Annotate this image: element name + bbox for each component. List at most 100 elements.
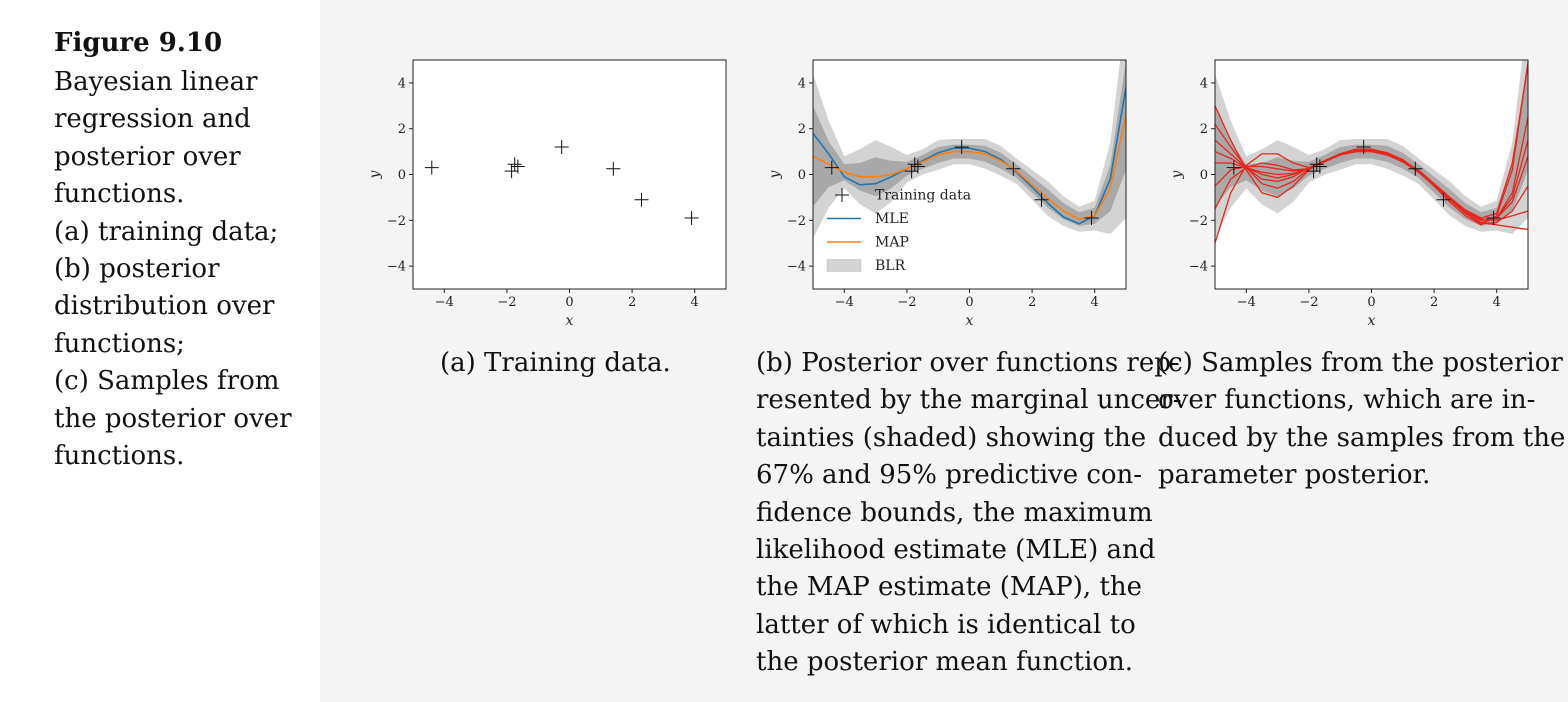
y-tick-label: 2 <box>798 122 806 137</box>
x-tick-label: 0 <box>965 295 973 310</box>
plot-content <box>813 60 1126 239</box>
x-tick-label: 4 <box>1493 295 1501 310</box>
data-point <box>606 161 621 176</box>
subcaption-line: (a) Training data. <box>440 348 671 378</box>
subcaption-line: latter of which is identical to <box>756 609 1136 640</box>
data-point <box>1034 192 1049 207</box>
x-axis-label: x <box>1368 313 1376 329</box>
data-point <box>1312 159 1327 174</box>
legend-swatch-blr <box>826 259 862 272</box>
data-point <box>1309 157 1324 172</box>
y-tick-label: −2 <box>387 214 406 229</box>
subcaption-line: parameter posterior. <box>1158 460 1431 491</box>
data-point <box>510 159 525 174</box>
y-tick-label: 4 <box>798 76 806 91</box>
subcaption-line: (c) Samples from the posterior <box>1158 348 1563 378</box>
subcaption-line: resented by the marginal uncer- <box>756 385 1182 416</box>
x-tick-label: 4 <box>691 295 699 310</box>
subcaption-line: 67% and 95% predictive con- <box>756 460 1143 491</box>
x-tick-label: −4 <box>835 295 854 310</box>
series-map <box>813 114 1126 221</box>
legend-label: MAP <box>875 235 909 251</box>
x-tick-label: −2 <box>1299 295 1318 310</box>
y-tick-label: 0 <box>798 168 806 183</box>
y-axis-label: y <box>767 169 783 179</box>
y-tick-label: 4 <box>1200 76 1208 91</box>
caption-line: Bayesian linear <box>54 67 258 97</box>
y-tick-label: 0 <box>398 168 406 183</box>
caption-sidebar: Figure 9.10 Bayesian linear regression an… <box>0 0 320 702</box>
data-point <box>554 140 569 155</box>
sample-line <box>1215 62 1528 226</box>
data-point <box>1006 161 1021 176</box>
sample-line <box>1215 149 1528 225</box>
plot-content <box>424 140 699 226</box>
x-tick-label: 2 <box>628 295 636 310</box>
data-point <box>684 211 699 226</box>
figure-title: Figure 9.10 <box>54 28 223 58</box>
subcaption-b: (b) Posterior over functions rep-resente… <box>756 345 1182 682</box>
y-tick-label: 2 <box>1200 122 1208 137</box>
subcaption-line: duced by the samples from the <box>1158 422 1566 453</box>
legend-marker-training <box>835 188 849 202</box>
subcaption-c: (c) Samples from the posterior over funct… <box>1158 345 1566 495</box>
y-tick-label: 0 <box>1200 168 1208 183</box>
caption-line: (b) posterior <box>54 254 220 285</box>
data-point <box>1436 192 1451 207</box>
data-point <box>1084 211 1099 226</box>
chart-posterior-functions: −4 −2 0 2 4 −4 −2 0 2 4 x y Training data MLE MAP BLR <box>767 59 1127 329</box>
data-point <box>1486 211 1501 226</box>
plot-area <box>413 60 726 289</box>
caption-line: the posterior over <box>54 403 292 434</box>
x-tick-label: −2 <box>897 295 916 310</box>
caption-line: (c) Samples from <box>54 366 280 397</box>
y-tick-label: −2 <box>1189 214 1208 229</box>
x-tick-label: −4 <box>435 295 454 310</box>
x-tick-label: 4 <box>1091 295 1099 310</box>
y-tick-label: −2 <box>787 214 806 229</box>
data-point <box>634 192 649 207</box>
chart-posterior-samples: −4 −2 0 2 4 −4 −2 0 2 4 x y <box>1169 59 1529 329</box>
band-67 <box>813 60 1126 226</box>
subcaption-line: fidence bounds, the maximum <box>756 497 1153 528</box>
subcaption-a: (a) Training data. <box>440 345 671 382</box>
legend-label: MLE <box>875 211 909 227</box>
data-point <box>954 140 969 155</box>
subcaption-line: the posterior mean function. <box>756 647 1134 678</box>
chart-training-data: −4 −2 0 2 4 −4 −2 0 2 4 x y <box>367 59 727 329</box>
figure-caption: Bayesian linear regression and posterior o… <box>54 64 304 475</box>
subcaption-line: over functions, which are in- <box>1158 385 1536 416</box>
x-axis-label: x <box>966 313 974 329</box>
figure-panel: −4 −2 0 2 4 −4 −2 0 2 4 x y −4 −2 0 2 4 −4 −2 0 2 4 x y Trainin… <box>320 0 1568 702</box>
caption-line: posterior over <box>54 141 241 172</box>
data-point <box>910 159 925 174</box>
data-point <box>1226 160 1241 175</box>
y-tick-label: 4 <box>398 76 406 91</box>
y-tick-label: 2 <box>398 122 406 137</box>
caption-line: (a) training data; <box>54 216 279 247</box>
caption-line: functions. <box>54 179 185 210</box>
data-point <box>507 157 522 172</box>
y-tick-label: −4 <box>1189 260 1208 275</box>
data-point <box>424 160 439 175</box>
y-axis-label: y <box>1169 169 1185 179</box>
x-tick-label: −2 <box>497 295 516 310</box>
data-point <box>1356 140 1371 155</box>
x-tick-label: 2 <box>1430 295 1438 310</box>
data-point <box>824 160 839 175</box>
sample-line <box>1215 150 1528 221</box>
y-tick-label: −4 <box>387 260 406 275</box>
x-tick-label: −4 <box>1237 295 1256 310</box>
caption-line: distribution over <box>54 291 275 322</box>
band-67 <box>1215 60 1528 226</box>
caption-line: regression and <box>54 104 251 135</box>
x-tick-label: 2 <box>1028 295 1036 310</box>
subcaption-line: likelihood estimate (MLE) and <box>756 535 1156 566</box>
subcaption-line: the MAP estimate (MAP), the <box>756 572 1143 603</box>
plot-content <box>1215 60 1528 244</box>
subcaption-line: tainties (shaded) showing the <box>756 422 1147 453</box>
legend-label: BLR <box>875 258 906 274</box>
legend: Training data MLE MAP BLR <box>826 188 971 274</box>
data-point <box>1408 161 1423 176</box>
y-tick-label: −4 <box>787 260 806 275</box>
